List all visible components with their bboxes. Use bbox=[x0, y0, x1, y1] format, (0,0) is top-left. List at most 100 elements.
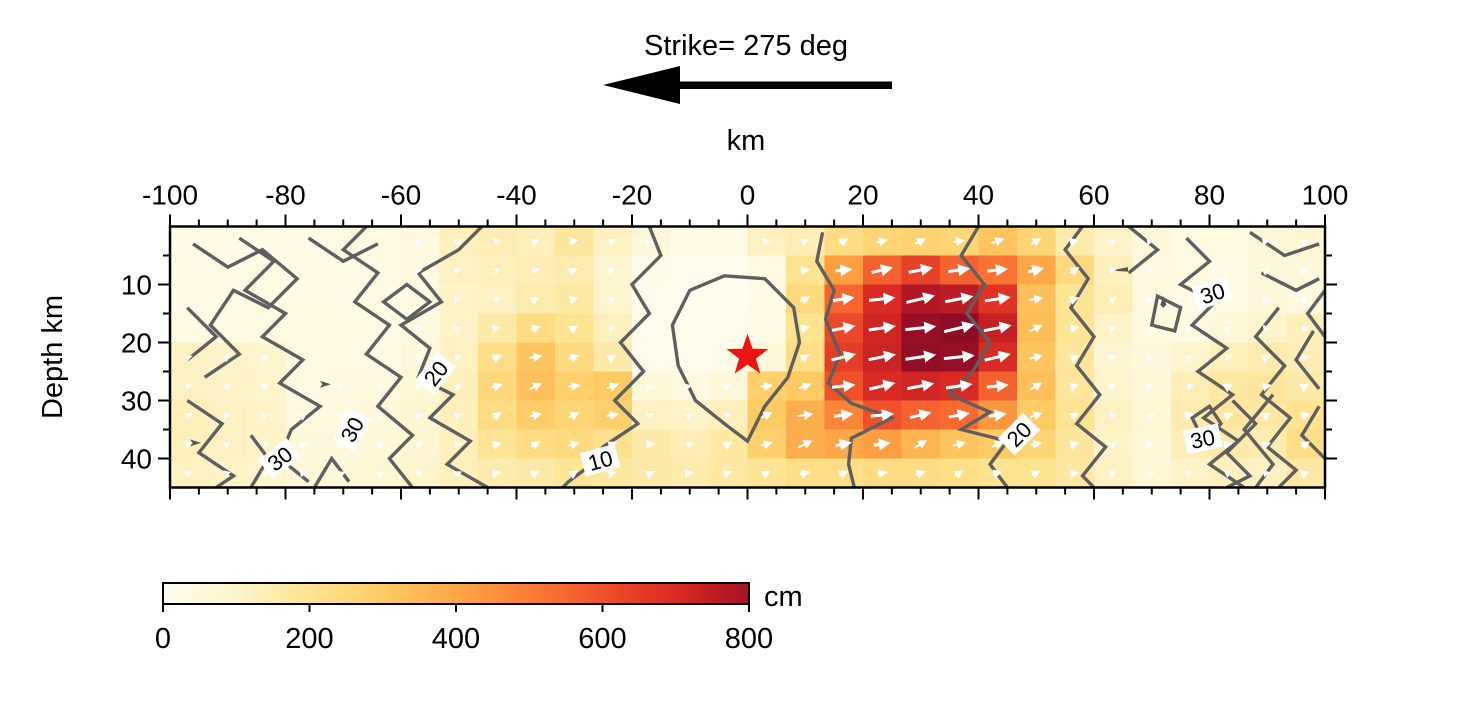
depth-tick-label: 10 bbox=[121, 270, 152, 301]
x-tick-label: -80 bbox=[265, 180, 305, 211]
slip-arrow bbox=[1301, 353, 1310, 362]
heatmap-cell bbox=[670, 255, 710, 286]
slip-arrow bbox=[567, 381, 581, 391]
contour-label: 30 bbox=[1182, 423, 1223, 455]
small-dark-marks bbox=[189, 267, 1167, 447]
x-tick-label: 0 bbox=[740, 180, 756, 211]
svg-text:30: 30 bbox=[1188, 425, 1217, 455]
slip-arrow bbox=[262, 440, 270, 449]
slip-arrow bbox=[415, 470, 424, 478]
slip-arrow bbox=[943, 350, 975, 363]
y-axis-title: Depth km bbox=[37, 295, 69, 419]
slip-arrow bbox=[529, 470, 540, 479]
slip-arrow bbox=[608, 238, 617, 246]
slip-arrow bbox=[531, 239, 540, 246]
slip-arrow bbox=[568, 412, 580, 421]
slip-arrow bbox=[454, 471, 463, 478]
slip-arrow bbox=[568, 353, 580, 363]
heatmap-cell bbox=[324, 342, 364, 373]
slip-arrow bbox=[454, 295, 463, 304]
slip-arrow bbox=[376, 471, 385, 479]
slip-arrow bbox=[644, 470, 656, 480]
slip-arrow bbox=[871, 264, 893, 277]
slip-arrow bbox=[1260, 355, 1271, 364]
contour-line bbox=[1248, 230, 1320, 258]
heatmap-cell bbox=[362, 313, 402, 344]
slip-arrow bbox=[948, 409, 970, 422]
slip-arrow bbox=[868, 321, 896, 334]
slip-arrow bbox=[606, 354, 617, 364]
slip-arrow bbox=[606, 410, 620, 420]
slip-arrow bbox=[531, 267, 540, 275]
colorbar-ticks: 0 200 400 600 800 bbox=[155, 604, 773, 655]
slip-arrow bbox=[988, 409, 1007, 422]
x-tick-label: -20 bbox=[612, 180, 652, 211]
slip-arrow bbox=[1069, 382, 1080, 392]
contour-line bbox=[186, 306, 219, 362]
heatmap-cell bbox=[362, 255, 402, 286]
slip-arrow bbox=[608, 266, 616, 275]
slip-arrow bbox=[1146, 471, 1155, 479]
dark-arrow-mark bbox=[319, 380, 331, 388]
heatmap-cell bbox=[670, 226, 710, 257]
slip-arrow bbox=[1146, 413, 1155, 421]
slip-arrow bbox=[987, 264, 1009, 277]
slip-arrow bbox=[800, 324, 811, 334]
heatmap-cell bbox=[1171, 255, 1211, 286]
slip-arrow bbox=[376, 441, 385, 449]
slip-arrow bbox=[298, 413, 307, 421]
slip-arrow bbox=[1108, 353, 1117, 362]
slip-arrow bbox=[1108, 412, 1117, 420]
heatmap-cell bbox=[1209, 226, 1249, 257]
slip-arrow bbox=[760, 381, 774, 391]
slip-arrow bbox=[337, 384, 346, 392]
depth-tick-label: 40 bbox=[121, 444, 152, 475]
slip-arrow bbox=[1262, 324, 1271, 333]
contour-line bbox=[192, 242, 300, 379]
slip-arrow bbox=[184, 354, 193, 362]
slip-arrow bbox=[337, 471, 346, 479]
slip-arrow bbox=[1030, 237, 1042, 247]
slip-arrow bbox=[953, 470, 964, 479]
contour-line bbox=[1062, 226, 1108, 488]
slip-arrow bbox=[945, 379, 973, 392]
slip-arrow bbox=[684, 469, 694, 479]
slip-arrow bbox=[992, 469, 1003, 479]
slip-arrow bbox=[530, 324, 541, 334]
slip-arrow bbox=[1069, 469, 1080, 479]
slip-arrow bbox=[491, 441, 502, 450]
slip-arrow bbox=[760, 470, 771, 480]
slip-arrow bbox=[530, 441, 541, 450]
contour-line bbox=[1253, 306, 1299, 488]
x-tick-label: -100 bbox=[142, 180, 198, 211]
slip-arrow bbox=[833, 409, 854, 422]
slip-arrow bbox=[1068, 354, 1079, 364]
slip-arrow bbox=[569, 237, 579, 247]
slip-arrow bbox=[1222, 383, 1233, 393]
contour-line bbox=[1305, 289, 1325, 338]
contour-line bbox=[1149, 293, 1183, 333]
slip-arrow bbox=[838, 470, 849, 479]
heatmap-cell bbox=[709, 226, 749, 257]
slip-arrow bbox=[1029, 324, 1043, 333]
slip-arrow bbox=[185, 441, 193, 449]
slip-arrow bbox=[1263, 469, 1271, 478]
contour-line bbox=[1294, 330, 1321, 390]
slip-arrow bbox=[1260, 412, 1272, 422]
slip-arrow bbox=[1108, 470, 1117, 478]
slip-arrow bbox=[1184, 325, 1193, 333]
slip-arrow bbox=[983, 321, 1012, 334]
slip-arrow bbox=[645, 384, 654, 392]
slip-arrow bbox=[915, 469, 926, 479]
heatmap-cell bbox=[632, 313, 672, 344]
slip-arrow bbox=[529, 296, 540, 306]
slip-arrow bbox=[1146, 382, 1155, 391]
slip-arrow bbox=[222, 383, 231, 391]
slip-arrow bbox=[528, 382, 543, 391]
slip-arrow bbox=[415, 411, 424, 420]
slip-arrow bbox=[800, 238, 809, 246]
heatmap-cell bbox=[324, 313, 364, 344]
heatmap-cell bbox=[285, 284, 325, 315]
slip-arrow bbox=[645, 239, 654, 247]
